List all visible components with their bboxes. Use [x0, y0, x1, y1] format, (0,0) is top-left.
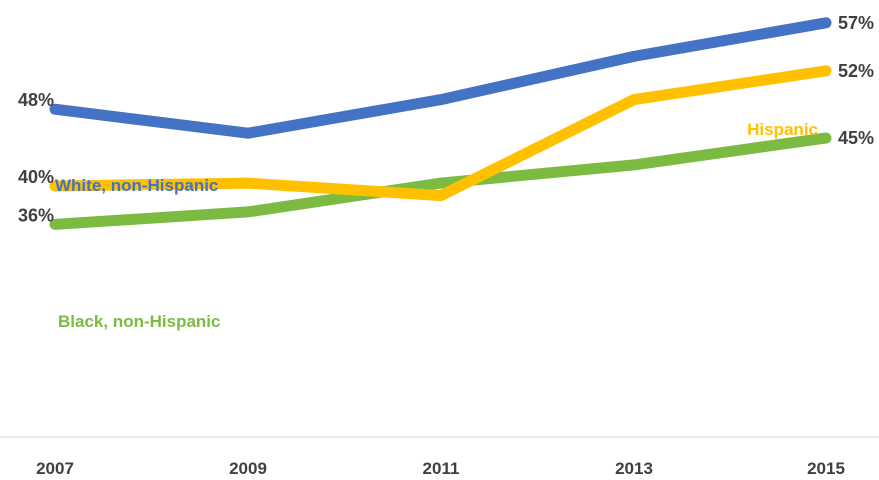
x-tick-label: 2013 [615, 459, 653, 478]
series-name-black: Black, non-Hispanic [58, 312, 220, 331]
data-label-black-end: 45% [838, 128, 874, 148]
data-label-hispanic-start: 40% [18, 167, 54, 187]
series-line-hispanic [49, 65, 832, 202]
x-tick-label: 2007 [36, 459, 74, 478]
x-tick-label: 2015 [807, 459, 845, 478]
data-label-white-end: 57% [838, 13, 874, 33]
data-label-white-start: 48% [18, 90, 54, 110]
series-line-black [49, 132, 832, 230]
data-label-black-start: 36% [18, 205, 54, 225]
x-tick-label: 2009 [229, 459, 267, 478]
x-tick-label: 2011 [423, 459, 460, 478]
series-name-hispanic: Hispanic [747, 120, 818, 139]
data-label-hispanic-end: 52% [838, 61, 874, 81]
series-line-white [49, 17, 832, 139]
series-name-white: White, non-Hispanic [55, 176, 218, 195]
